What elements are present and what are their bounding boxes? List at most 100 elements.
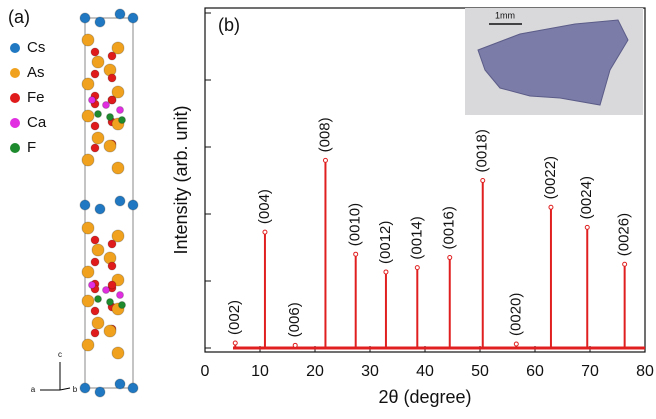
inset-photo: 1mm <box>465 8 643 115</box>
axis-letter: b <box>73 385 78 394</box>
x-axis-label: 2θ (degree) <box>378 387 471 407</box>
peak-label: (0020) <box>507 293 524 336</box>
legend-label: F <box>27 139 36 156</box>
atom <box>91 48 99 56</box>
atom <box>104 140 116 152</box>
scale-label: 1mm <box>495 10 515 20</box>
peak-label: (002) <box>226 300 243 335</box>
peak-top <box>293 343 297 347</box>
peak-top <box>384 270 388 274</box>
peak-label: (0012) <box>377 221 394 264</box>
x-tick-label: 80 <box>636 363 654 380</box>
atom <box>80 13 90 23</box>
atom <box>95 296 102 303</box>
x-tick-label: 50 <box>471 363 489 380</box>
atom <box>95 111 102 118</box>
atom <box>82 339 94 351</box>
legend-label: Ca <box>27 114 47 131</box>
legend-label: As <box>27 64 45 81</box>
atom <box>107 114 114 121</box>
peak-label: (0014) <box>408 216 425 259</box>
axis-letter: c <box>58 350 62 359</box>
atom <box>80 383 90 393</box>
atom <box>82 266 94 278</box>
legend-marker <box>10 43 20 53</box>
atom <box>82 154 94 166</box>
atom <box>92 132 104 144</box>
atom <box>89 97 96 104</box>
atom <box>117 292 124 299</box>
atom <box>82 295 94 307</box>
peak-label: (0026) <box>616 213 633 256</box>
atom <box>91 70 99 78</box>
atom <box>91 144 99 152</box>
atom <box>80 200 90 210</box>
y-axis-label: Intensity (arb. unit) <box>171 105 191 254</box>
x-tick-label: 0 <box>201 363 210 380</box>
atom <box>95 204 105 214</box>
atom <box>117 107 124 114</box>
atom <box>128 200 138 210</box>
peak-label: (0016) <box>441 206 458 249</box>
peak-label: (0022) <box>542 156 559 199</box>
atom <box>82 222 94 234</box>
atom <box>92 56 104 68</box>
x-tick-label: 60 <box>526 363 544 380</box>
atom <box>103 102 110 109</box>
peak-top <box>233 341 237 345</box>
peak-top <box>585 225 589 229</box>
legend-label: Fe <box>27 89 45 106</box>
atom <box>91 307 99 315</box>
figure: Cs As Fe Ca Fc a b (a) (b) Intensity (arb. uni… <box>0 0 656 414</box>
atom <box>103 287 110 294</box>
legend-marker <box>10 93 20 103</box>
atom <box>107 299 114 306</box>
x-tick-label: 10 <box>251 363 269 380</box>
atom <box>82 110 94 122</box>
peak-top <box>415 266 419 270</box>
x-tick-label: 70 <box>581 363 599 380</box>
atom <box>91 258 99 266</box>
atom <box>91 122 99 130</box>
atom <box>115 196 125 206</box>
peak-label: (008) <box>316 117 333 152</box>
atom <box>115 9 125 19</box>
legend-marker <box>10 118 20 128</box>
atom <box>95 387 105 397</box>
peak-label: (006) <box>286 302 303 337</box>
legend-label: Cs <box>27 39 45 56</box>
atom <box>108 262 116 270</box>
atom <box>108 240 116 248</box>
peak-top <box>323 158 327 162</box>
peak-label: (0024) <box>578 176 595 219</box>
atom <box>82 78 94 90</box>
x-tick-label: 20 <box>306 363 324 380</box>
x-tick-label: 30 <box>361 363 379 380</box>
panel-label: (a) <box>8 7 30 27</box>
legend-marker <box>10 143 20 153</box>
peak-label: (0018) <box>474 129 491 172</box>
atom <box>112 162 124 174</box>
atom <box>128 13 138 23</box>
atom <box>119 117 126 124</box>
peak-top <box>263 230 267 234</box>
axis-letter: a <box>31 385 36 394</box>
atom <box>91 329 99 337</box>
peak-top <box>549 205 553 209</box>
atom <box>92 317 104 329</box>
atom <box>108 52 116 60</box>
peak-top <box>623 262 627 266</box>
panel-label: (b) <box>218 15 240 35</box>
atom <box>108 74 116 82</box>
atom <box>115 379 125 389</box>
x-tick-label: 40 <box>416 363 434 380</box>
peak-top <box>354 252 358 256</box>
atom <box>119 302 126 309</box>
atom <box>104 325 116 337</box>
atom <box>128 383 138 393</box>
peak-top <box>448 256 452 260</box>
atom <box>95 17 105 27</box>
peak-top <box>481 179 485 183</box>
legend-marker <box>10 68 20 78</box>
atom <box>112 347 124 359</box>
